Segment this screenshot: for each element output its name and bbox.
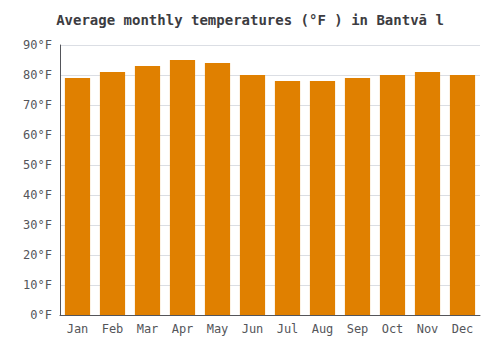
svg-text:20°F: 20°F — [23, 248, 52, 262]
svg-text:Mar: Mar — [137, 322, 159, 336]
svg-text:Apr: Apr — [172, 322, 194, 336]
svg-text:60°F: 60°F — [23, 128, 52, 142]
svg-text:80°F: 80°F — [23, 68, 52, 82]
svg-text:Feb: Feb — [102, 322, 124, 336]
svg-text:0°F: 0°F — [30, 308, 52, 322]
svg-text:May: May — [207, 322, 229, 336]
svg-text:30°F: 30°F — [23, 218, 52, 232]
svg-text:Nov: Nov — [417, 322, 439, 336]
svg-text:Oct: Oct — [382, 322, 404, 336]
svg-text:10°F: 10°F — [23, 278, 52, 292]
svg-text:90°F: 90°F — [23, 38, 52, 52]
svg-text:Sep: Sep — [347, 322, 369, 336]
svg-text:70°F: 70°F — [23, 98, 52, 112]
svg-text:Aug: Aug — [312, 322, 334, 336]
svg-text:Jul: Jul — [277, 322, 299, 336]
svg-text:Jan: Jan — [67, 322, 89, 336]
svg-text:40°F: 40°F — [23, 188, 52, 202]
svg-text:Dec: Dec — [452, 322, 474, 336]
svg-text:Jun: Jun — [242, 322, 264, 336]
svg-text:Average monthly temperatures (: Average monthly temperatures (°F ) in Ba… — [56, 12, 444, 28]
svg-text:50°F: 50°F — [23, 158, 52, 172]
